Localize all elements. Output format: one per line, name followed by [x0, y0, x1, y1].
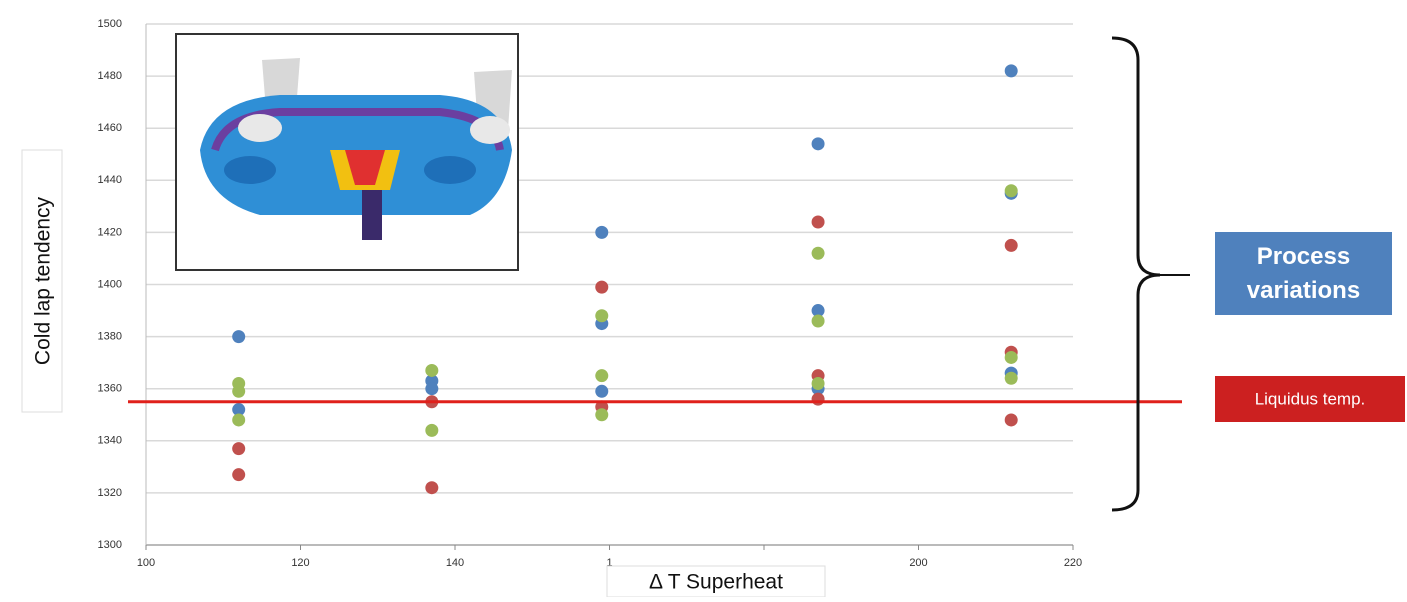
inset-image — [175, 33, 519, 271]
marks — [128, 64, 1182, 495]
y-tick-label: 1480 — [98, 70, 122, 82]
grid: 1300 1320 1340 1360 1380 1400 1420 1440 1460 1480… — [98, 18, 1083, 569]
point — [1004, 184, 1018, 198]
point — [595, 225, 609, 239]
point — [811, 304, 825, 318]
liquidus-label: Liquidus temp. — [1255, 389, 1366, 408]
point — [811, 392, 825, 406]
y-title-box — [21, 149, 63, 413]
y-tick-label: 1460 — [98, 122, 122, 134]
bracket — [1111, 36, 1161, 512]
process-label-holder: Process variations — [1246, 242, 1361, 304]
x-title-box — [606, 565, 826, 598]
x-tick-label: 1 — [606, 557, 612, 569]
y-tick-label: 1340 — [98, 435, 122, 447]
y-tick-label: 1380 — [98, 331, 122, 343]
point — [595, 384, 609, 398]
point — [811, 137, 825, 151]
x-tick-label: 200 — [909, 557, 927, 569]
point — [595, 369, 609, 383]
point — [425, 382, 439, 396]
point — [595, 280, 609, 294]
point — [1004, 371, 1018, 385]
point — [811, 215, 825, 229]
x-tick-label: 120 — [291, 557, 309, 569]
y-tick-label: 1500 — [98, 18, 122, 30]
y-tick-label: 1420 — [98, 226, 122, 238]
x-tick-label: 140 — [446, 557, 464, 569]
x-tick-label: 100 — [137, 557, 155, 569]
x-axis-title: Δ T Superheat — [649, 571, 783, 594]
y-tick-label: 1320 — [98, 487, 122, 499]
point — [425, 363, 439, 377]
x-tick-label: 220 — [1064, 557, 1082, 569]
y-tick-label: 1400 — [98, 278, 122, 290]
point — [1004, 238, 1018, 252]
point — [232, 468, 246, 482]
point — [232, 403, 246, 417]
point — [1004, 350, 1018, 364]
point — [1004, 413, 1018, 427]
point — [425, 423, 439, 437]
point — [1004, 64, 1018, 78]
point — [811, 314, 825, 328]
y-tick-label: 1360 — [98, 383, 122, 395]
point — [811, 376, 825, 390]
point — [232, 413, 246, 427]
process-box — [1215, 232, 1392, 315]
y-tick-label: 1300 — [98, 539, 122, 551]
point — [595, 408, 609, 422]
point — [232, 330, 246, 344]
y-axis-title: Cold lap tendency — [32, 196, 55, 365]
y-tick-label: 1440 — [98, 174, 122, 186]
point — [232, 384, 246, 398]
liquidus-box — [1215, 376, 1405, 422]
point — [811, 246, 825, 260]
point — [595, 309, 609, 323]
point — [425, 481, 439, 495]
point — [232, 442, 246, 456]
process-label: Process variations — [1246, 242, 1361, 304]
